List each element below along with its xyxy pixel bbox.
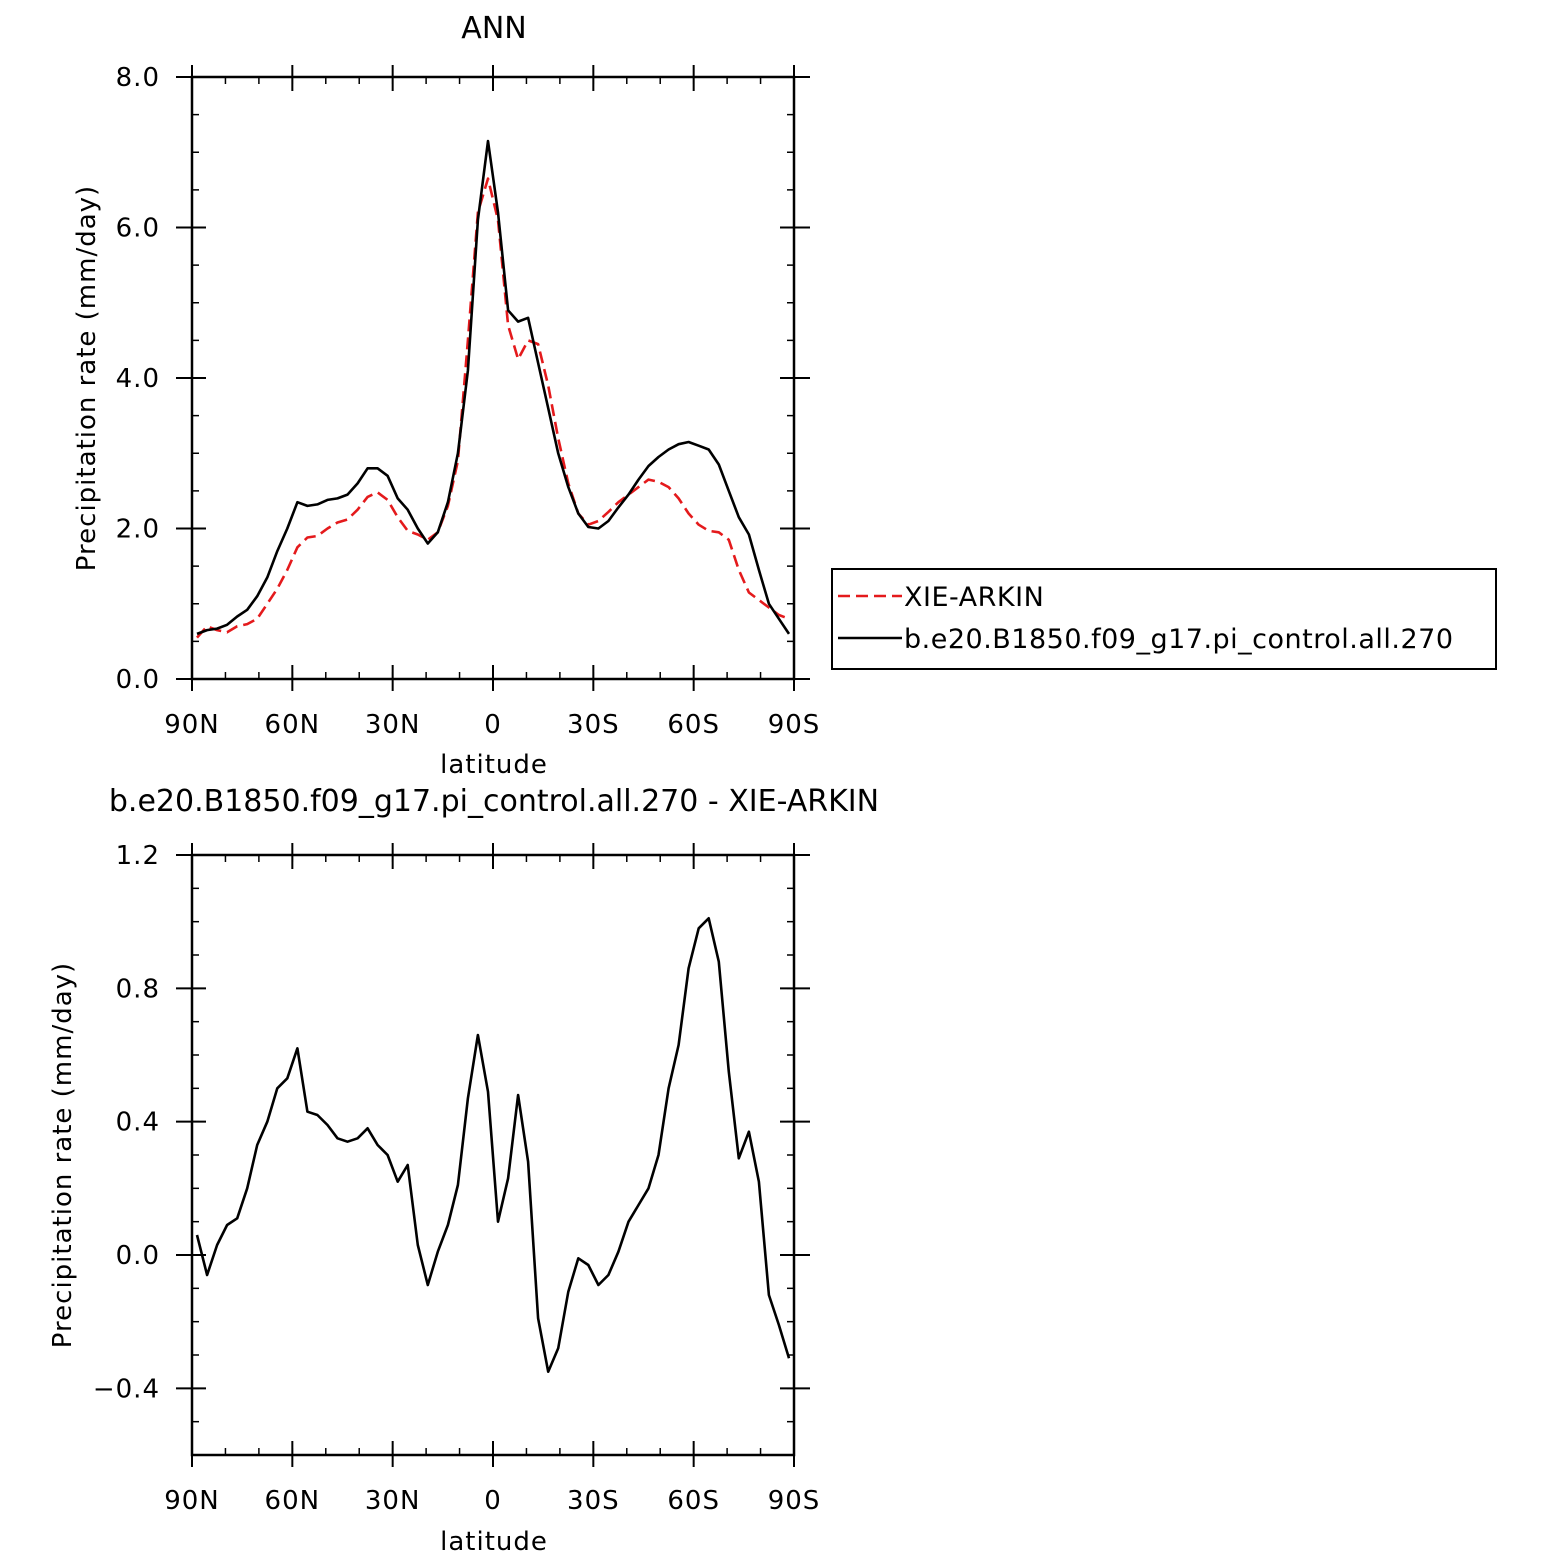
series-line-1 [196,139,791,636]
bottom-y-tick-labels: −0.4 0.0 0.4 0.8 1.2 [93,841,160,1404]
bottom-y-axis-label: Precipitation rate (mm/day) [48,962,78,1348]
bottom-series [195,916,791,1373]
y-tick-label: −0.4 [93,1374,160,1404]
top-panel: ANN 0.02.04.06.08.0 90N 60N 30N 0 30S 60S 90S … [72,11,1497,780]
y-tick-label: 0.8 [116,974,160,1004]
y-tick-label: 6.0 [116,214,160,244]
top-x-tick-labels: 90N 60N 30N 0 30S 60S 90S [164,710,821,740]
top-minor-ticks [191,76,795,680]
legend-box [831,568,1497,670]
y-tick-label: 1.2 [116,841,160,871]
bottom-plot-frame [190,853,796,1457]
top-series [196,139,791,639]
x-tick-label: 60S [667,1486,720,1516]
top-x-axis-label: latitude [440,750,548,780]
x-tick-label: 90N [164,710,220,740]
y-tick-label: 8.0 [116,63,160,93]
legend-label-model: b.e20.B1850.f09_g17.pi_control.all.270 [904,624,1454,655]
x-tick-label: 90S [768,1486,821,1516]
bottom-chart-title: b.e20.B1850.f09_g17.pi_control.all.270 -… [109,784,879,819]
x-tick-label: 60N [265,1486,321,1516]
x-tick-label: 30S [567,1486,620,1516]
x-tick-label: 60N [265,710,321,740]
y-tick-label: 2.0 [116,515,160,545]
series-line-0 [196,177,790,639]
x-tick-label: 90S [768,710,821,740]
y-tick-label: 0.4 [116,1108,160,1138]
top-plot-frame [190,75,796,681]
x-tick-label: 0 [484,1486,502,1516]
x-tick-label: 30N [365,710,421,740]
legend-label-xie-arkin: XIE-ARKIN [904,582,1044,613]
top-chart-title: ANN [461,11,526,46]
x-tick-label: 30S [567,710,620,740]
x-tick-label: 60S [667,710,720,740]
legend: XIE-ARKIN b.e20.B1850.f09_g17.pi_control… [831,568,1497,670]
y-tick-label: 0.0 [116,665,160,695]
series-line-0 [195,916,791,1373]
bottom-x-axis-label: latitude [440,1527,548,1557]
top-y-tick-labels: 0.0 2.0 4.0 6.0 8.0 [116,63,160,695]
y-tick-label: 0.0 [116,1241,160,1271]
x-tick-label: 0 [484,710,502,740]
bottom-x-tick-labels: 90N 60N 30N 0 30S 60S 90S [164,1486,821,1516]
y-tick-label: 4.0 [116,364,160,394]
top-y-axis-label: Precipitation rate (mm/day) [72,185,102,571]
x-tick-label: 90N [164,1486,220,1516]
x-tick-label: 30N [365,1486,421,1516]
bottom-panel: b.e20.B1850.f09_g17.pi_control.all.270 -… [48,784,879,1557]
